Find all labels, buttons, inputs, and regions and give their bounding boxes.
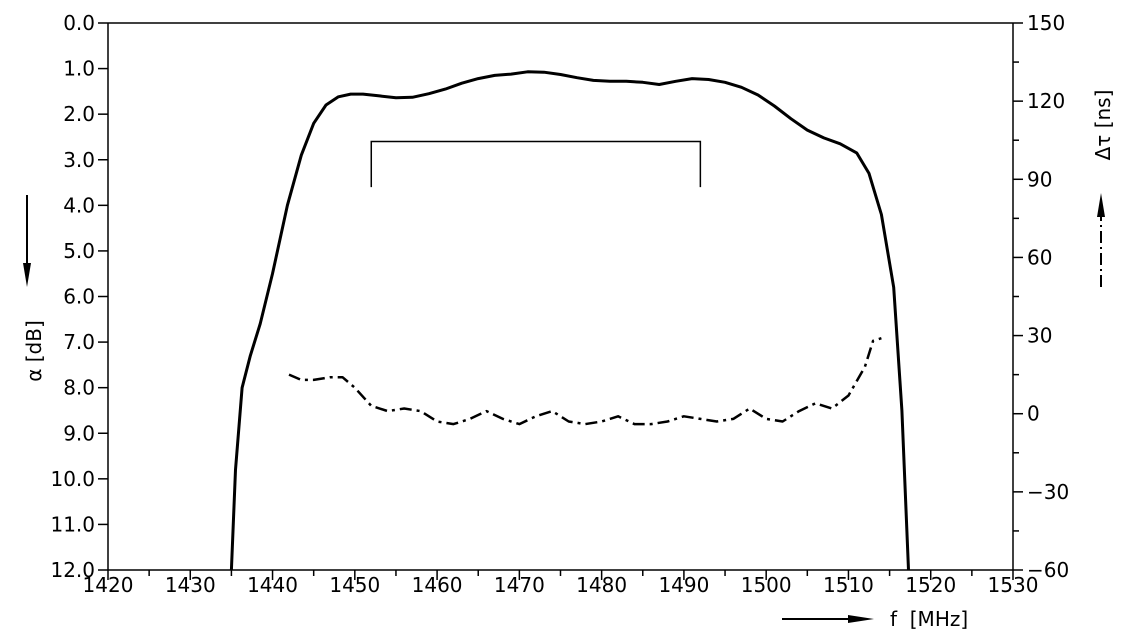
left-tick-label: 1.0 <box>63 57 95 81</box>
left-axis-title: α [dB] <box>22 320 46 382</box>
right-tick-label: 30 <box>1027 324 1052 348</box>
left-tick-label: 0.0 <box>63 11 95 35</box>
axis-ticks <box>98 22 1023 580</box>
x-axis-title: f [MHz] <box>890 607 968 631</box>
left-tick-label: 11.0 <box>50 512 95 536</box>
x-tick-label: 1520 <box>905 573 956 597</box>
tick-labels: 1420 1430 1440 1450 1460 1470 1480 1490 1500 1510… <box>50 11 1069 597</box>
x-tick-label: 1470 <box>494 573 545 597</box>
x-tick-label: 1500 <box>741 573 792 597</box>
right-tick-label: 120 <box>1027 89 1065 113</box>
left-tick-label: 6.0 <box>63 285 95 309</box>
left-tick-label: 3.0 <box>63 148 95 172</box>
right-axis-arrow-icon <box>1097 193 1105 287</box>
left-tick-label: 5.0 <box>63 239 95 263</box>
x-tick-label: 1420 <box>83 573 134 597</box>
x-tick-label: 1530 <box>988 573 1039 597</box>
left-tick-label: 2.0 <box>63 102 95 126</box>
x-tick-label: 1480 <box>576 573 627 597</box>
right-tick-label: −30 <box>1027 480 1069 504</box>
left-tick-label: 9.0 <box>63 421 95 445</box>
x-tick-label: 1430 <box>165 573 216 597</box>
left-tick-label: 12.0 <box>50 558 95 582</box>
annotations <box>370 140 702 188</box>
left-tick-label: 8.0 <box>63 376 95 400</box>
left-tick-label: 10.0 <box>50 467 95 491</box>
plot-frame <box>107 22 1014 571</box>
right-tick-label: 150 <box>1027 11 1065 35</box>
x-tick-label: 1440 <box>247 573 298 597</box>
right-tick-label: 0 <box>1027 402 1040 426</box>
x-tick-label: 1450 <box>329 573 380 597</box>
group-delay-curve <box>288 337 882 426</box>
left-axis-arrow-icon <box>23 195 31 287</box>
data-series <box>229 70 910 571</box>
left-tick-label: 7.0 <box>63 330 95 354</box>
right-axis-title: Δτ [ns] <box>1091 90 1115 161</box>
right-tick-label: −60 <box>1027 558 1069 582</box>
passband-bracket <box>370 140 702 188</box>
x-tick-label: 1490 <box>658 573 709 597</box>
right-tick-label: 60 <box>1027 245 1052 269</box>
x-axis-arrow-icon <box>782 615 874 623</box>
attenuation-curve <box>229 70 910 571</box>
x-tick-label: 1510 <box>823 573 874 597</box>
right-tick-label: 90 <box>1027 167 1052 191</box>
left-tick-label: 4.0 <box>63 193 95 217</box>
x-tick-label: 1460 <box>412 573 463 597</box>
